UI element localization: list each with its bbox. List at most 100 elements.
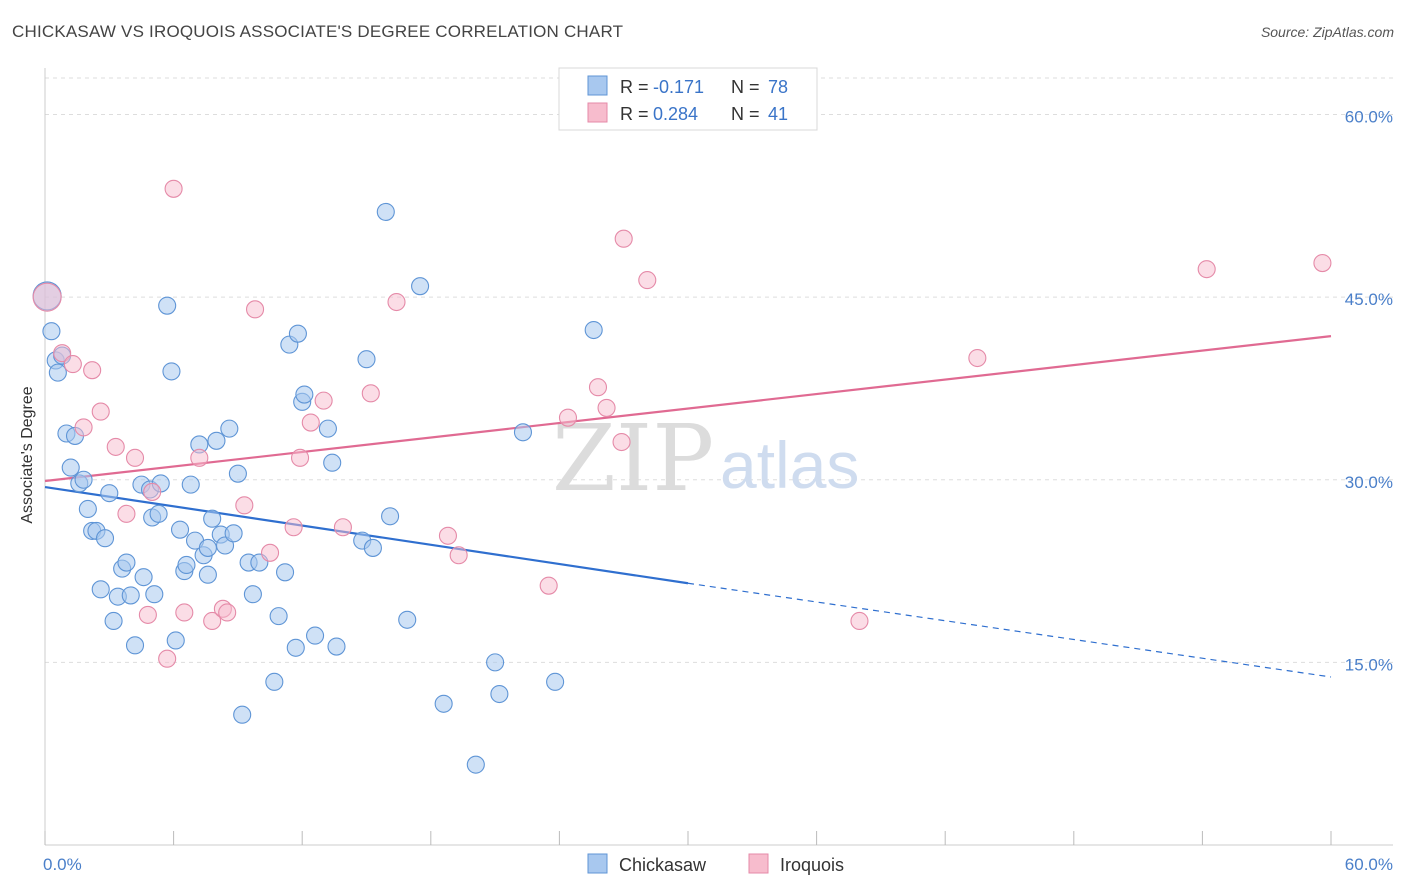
chickasaw-trend-extension	[687, 582, 1332, 678]
chickasaw-point	[91, 580, 110, 599]
iroquois-point	[387, 292, 406, 312]
chickasaw-point	[490, 684, 509, 704]
iroquois-point	[449, 546, 468, 565]
chickasaw-point	[198, 565, 217, 584]
chickasaw-point	[434, 694, 453, 713]
chickasaw-point	[117, 553, 136, 572]
chickasaw-point	[327, 637, 346, 656]
legend-r-value-chickasaw: -0.171	[653, 77, 704, 97]
y-tick-label-3: 60.0%	[1345, 108, 1393, 127]
legend-swatch-iroquois	[587, 102, 608, 123]
x-tick-label-1: 60.0%	[1345, 855, 1393, 874]
y-tick-label-2: 45.0%	[1345, 290, 1393, 309]
iroquois-point	[301, 413, 320, 432]
chickasaw-point	[318, 419, 337, 438]
chickasaw-point	[376, 202, 395, 221]
iroquois-point	[245, 300, 265, 319]
iroquois-point	[539, 576, 558, 595]
iroquois-point	[588, 378, 608, 397]
chickasaw-point	[100, 484, 119, 503]
chickasaw-point	[357, 350, 376, 369]
y-tick-label-0: 15.0%	[1345, 655, 1393, 674]
chickasaw-point	[74, 470, 93, 489]
legend-r-label-chickasaw: R =	[620, 77, 649, 97]
x-tick-labels: 0.0% 60.0%	[43, 855, 1393, 874]
iroquois-point	[314, 391, 333, 410]
iroquois-point	[74, 418, 93, 437]
chickasaw-point	[265, 672, 284, 691]
chickasaw-point	[78, 499, 97, 519]
iroquois-point	[203, 611, 222, 631]
chickasaw-point	[220, 419, 239, 438]
chickasaw-point	[276, 563, 295, 582]
iroquois-point	[190, 448, 209, 467]
chickasaw-point	[48, 363, 67, 382]
iroquois-point	[284, 518, 303, 537]
legend-r-value-iroquois: 0.284	[653, 104, 698, 124]
iroquois-point	[1197, 260, 1216, 279]
chickasaw-point	[181, 475, 200, 494]
chickasaw-point	[134, 568, 153, 587]
iroquois-point	[612, 432, 631, 452]
legend-n-label-iroquois: N =	[731, 104, 760, 124]
watermark: ZIP atlas	[552, 405, 859, 512]
iroquois-points	[32, 179, 1332, 668]
chickasaw-point	[61, 458, 80, 477]
chickasaw-point	[398, 610, 417, 629]
axes	[44, 68, 1393, 846]
chickasaw-point	[166, 631, 185, 650]
iroquois-point	[91, 402, 110, 421]
chickasaw-point	[162, 362, 181, 381]
iroquois-point	[125, 448, 145, 467]
chickasaw-point	[363, 538, 382, 557]
iroquois-point	[164, 179, 183, 198]
chickasaw-point	[170, 520, 190, 539]
iroquois-point	[235, 496, 254, 515]
chickasaw-point	[323, 453, 342, 472]
iroquois-point	[260, 543, 280, 562]
iroquois-point	[83, 361, 102, 380]
chickasaw-point	[121, 586, 140, 605]
iroquois-point	[175, 603, 194, 622]
chickasaw-point	[104, 611, 123, 631]
chickasaw-point	[269, 607, 288, 626]
chickasaw-point	[513, 423, 533, 442]
chickasaw-point	[286, 638, 305, 657]
bottom-legend-swatch-iroquois	[748, 853, 769, 874]
iroquois-point	[361, 384, 380, 403]
chickasaw-point	[411, 277, 430, 296]
legend-swatch-chickasaw	[587, 75, 608, 96]
chickasaw-point	[288, 324, 307, 343]
chickasaw-point	[42, 322, 61, 341]
bottom-legend-swatch-chickasaw	[587, 853, 608, 874]
iroquois-point	[53, 344, 72, 363]
watermark-zip: ZIP	[552, 405, 714, 512]
iroquois-point	[158, 649, 177, 668]
iroquois-point	[218, 603, 237, 622]
chickasaw-point	[295, 385, 314, 404]
x-tick-label-0: 0.0%	[43, 855, 82, 874]
chickasaw-points	[32, 202, 603, 774]
legend-n-value-chickasaw: 78	[768, 77, 788, 97]
chickasaw-point	[243, 585, 262, 604]
chickasaw-point	[203, 509, 222, 528]
iroquois-point	[638, 271, 657, 290]
iroquois-point	[614, 229, 633, 248]
chickasaw-point	[125, 636, 145, 655]
chickasaw-point	[158, 296, 177, 315]
iroquois-point	[291, 448, 310, 467]
chickasaw-point	[466, 755, 485, 774]
iroquois-point	[597, 398, 616, 417]
chickasaw-point	[198, 538, 217, 557]
chickasaw-point	[306, 626, 325, 645]
legend-r-label-iroquois: R =	[620, 104, 649, 124]
iroquois-point	[968, 348, 987, 368]
chickasaw-point	[145, 585, 164, 604]
chickasaw-point	[207, 431, 226, 450]
y-tick-label-1: 30.0%	[1345, 473, 1393, 492]
correlation-legend: R = -0.171 N = 78 R = 0.284 N = 41	[558, 67, 818, 131]
iroquois-point	[138, 605, 157, 624]
iroquois-point	[558, 408, 578, 427]
iroquois-point	[333, 518, 352, 537]
grid-lines	[45, 77, 1393, 663]
